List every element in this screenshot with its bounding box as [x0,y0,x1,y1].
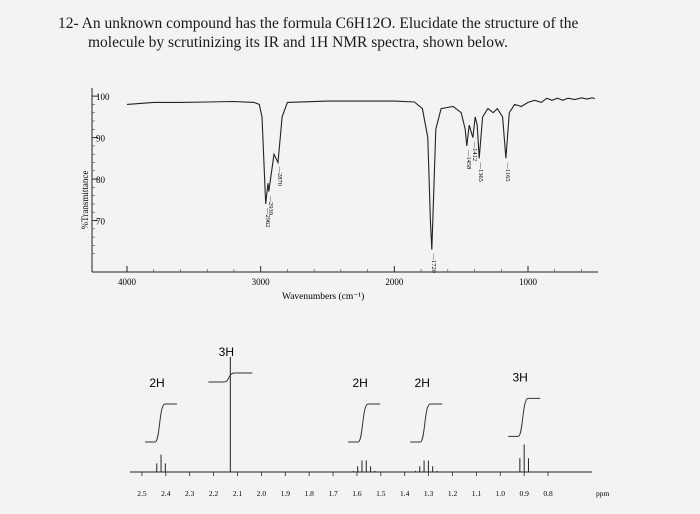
nmr-integration-label: 3H [219,345,234,359]
nmr-x-tick-label: 0.8 [543,489,553,498]
ir-x-tick-label: 4000 [118,277,137,287]
nmr-x-tick-label: 0.9 [519,489,529,498]
ir-peak-label: —2939 [267,195,274,216]
nmr-x-tick-label: 2.5 [137,489,147,498]
ir-x-tick-label: 3000 [252,277,271,287]
ir-peak-label: —1165 [504,161,511,181]
nmr-x-axis-label: ppm [596,489,610,498]
nmr-x-tick-label: 1.6 [352,489,362,498]
nmr-x-tick-label: 2.4 [161,489,171,498]
ir-peak-label: —2870 [276,165,283,186]
nmr-integral-curve [410,403,443,443]
nmr-x-tick-label: 1.2 [448,489,458,498]
nmr-integration-label: 3H [512,370,527,384]
ir-x-tick-label: 2000 [385,277,404,287]
nmr-integral-curve [145,403,178,443]
ir-y-tick-label: 90 [96,134,106,144]
nmr-x-tick-label: 1.8 [304,489,314,498]
ir-y-tick-label: 100 [96,92,110,102]
question-line-2: molecule by scrutinizing its IR and 1H N… [88,34,509,51]
nmr-x-tick-label: 2.0 [257,489,267,498]
ir-peak-label: —1365 [477,161,484,182]
nmr-spectrum-chart: 2.5 2.4 2.3 2.2 2.1 2.0 1.9 1.8 1.7 1.6 1.5 1.4 1.3 1… [130,345,610,498]
nmr-integration-label: 2H [415,376,430,390]
ir-spectrum-chart: %Transmittance Wavenumbers (cm⁻¹) 100 90 8… [80,88,598,302]
ir-x-axis-label: Wavenumbers (cm⁻¹) [282,291,364,302]
nmr-x-tick-label: 1.9 [281,489,291,498]
nmr-x-tick-label: 1.7 [328,489,338,498]
ir-peak-label: —1458 [465,149,472,170]
question-line-1: 12- An unknown compound has the formula … [58,15,579,32]
nmr-x-tick-label: 1.0 [496,489,506,498]
nmr-integral-curve [208,372,253,383]
nmr-x-tick-label: 2.1 [233,489,243,498]
ir-peak-label: —1720 [430,253,437,274]
ir-y-tick-label: 70 [96,217,106,227]
nmr-x-tick-label: 2.3 [185,489,195,498]
nmr-x-tick-label: 1.3 [424,489,434,498]
question-text: 12- An unknown compound has the formula … [58,14,678,52]
nmr-x-tick-label: 1.4 [400,489,410,498]
ir-peak-label: —2962 [264,207,271,228]
nmr-x-tick-label: 2.2 [209,489,219,498]
nmr-integral-curve [348,403,381,443]
ir-peak-label: —1412 [471,141,478,162]
nmr-integration-label: 2H [352,376,367,390]
nmr-integration-label: 2H [149,376,164,390]
ir-y-axis-label: %Transmittance [80,171,90,230]
ir-spectrum-line [126,97,595,250]
nmr-x-tick-label: 1.5 [376,489,386,498]
ir-y-tick-label: 80 [96,175,106,185]
ir-x-tick-label: 1000 [519,277,538,287]
nmr-x-tick-label: 1.1 [472,489,482,498]
nmr-integral-curve [508,397,541,437]
